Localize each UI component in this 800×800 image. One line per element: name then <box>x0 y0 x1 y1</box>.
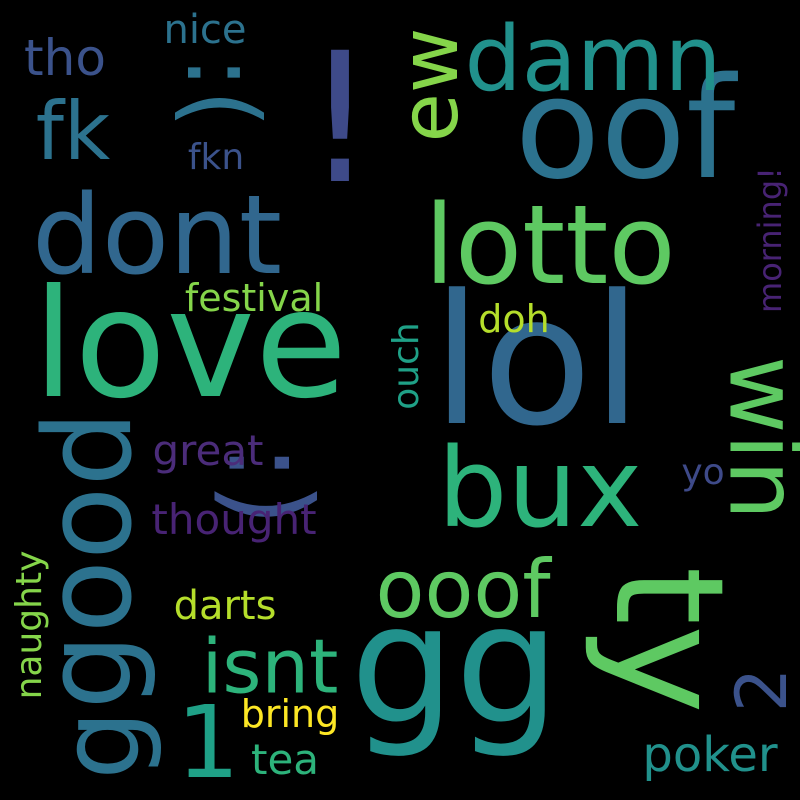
word-tea: tea <box>250 735 320 784</box>
word-win: win <box>707 355 800 521</box>
word-morning: morning! <box>751 167 789 313</box>
word-naughty: naughty <box>9 550 50 700</box>
word-doh: doh <box>478 297 550 341</box>
word-yo: yo <box>681 452 725 493</box>
word-dont: dont <box>32 171 282 299</box>
word-love: love <box>32 258 348 432</box>
word-exclaim: ! <box>303 15 377 224</box>
word-fkn: fkn <box>187 137 245 178</box>
word-bux: bux <box>437 424 643 552</box>
word-tho: tho <box>24 29 106 87</box>
word-isnt: isnt <box>201 622 339 711</box>
word-bring: bring <box>240 692 340 736</box>
word-gg: gg <box>350 568 560 761</box>
word-festival: festival <box>184 276 324 320</box>
word-oof: oof <box>514 48 736 211</box>
word-nice: nice <box>163 7 247 53</box>
word-thought: thought <box>151 495 317 544</box>
word-darts: darts <box>173 583 277 629</box>
word-one: 1 <box>176 684 240 800</box>
word-ooof: ooof <box>375 543 551 636</box>
word-lotto: lotto <box>424 181 676 309</box>
word-two: 2 <box>721 667 800 713</box>
word-fk: fk <box>35 85 111 178</box>
word-poker: poker <box>642 727 778 783</box>
word-lol: lol <box>431 257 643 466</box>
word-ew: ew <box>383 27 476 143</box>
word-g: g <box>36 710 164 780</box>
word-ouch: ouch <box>386 322 427 410</box>
word-great: great <box>152 426 264 475</box>
word-frown: :( <box>164 55 281 129</box>
word-damn: damn <box>464 7 722 112</box>
